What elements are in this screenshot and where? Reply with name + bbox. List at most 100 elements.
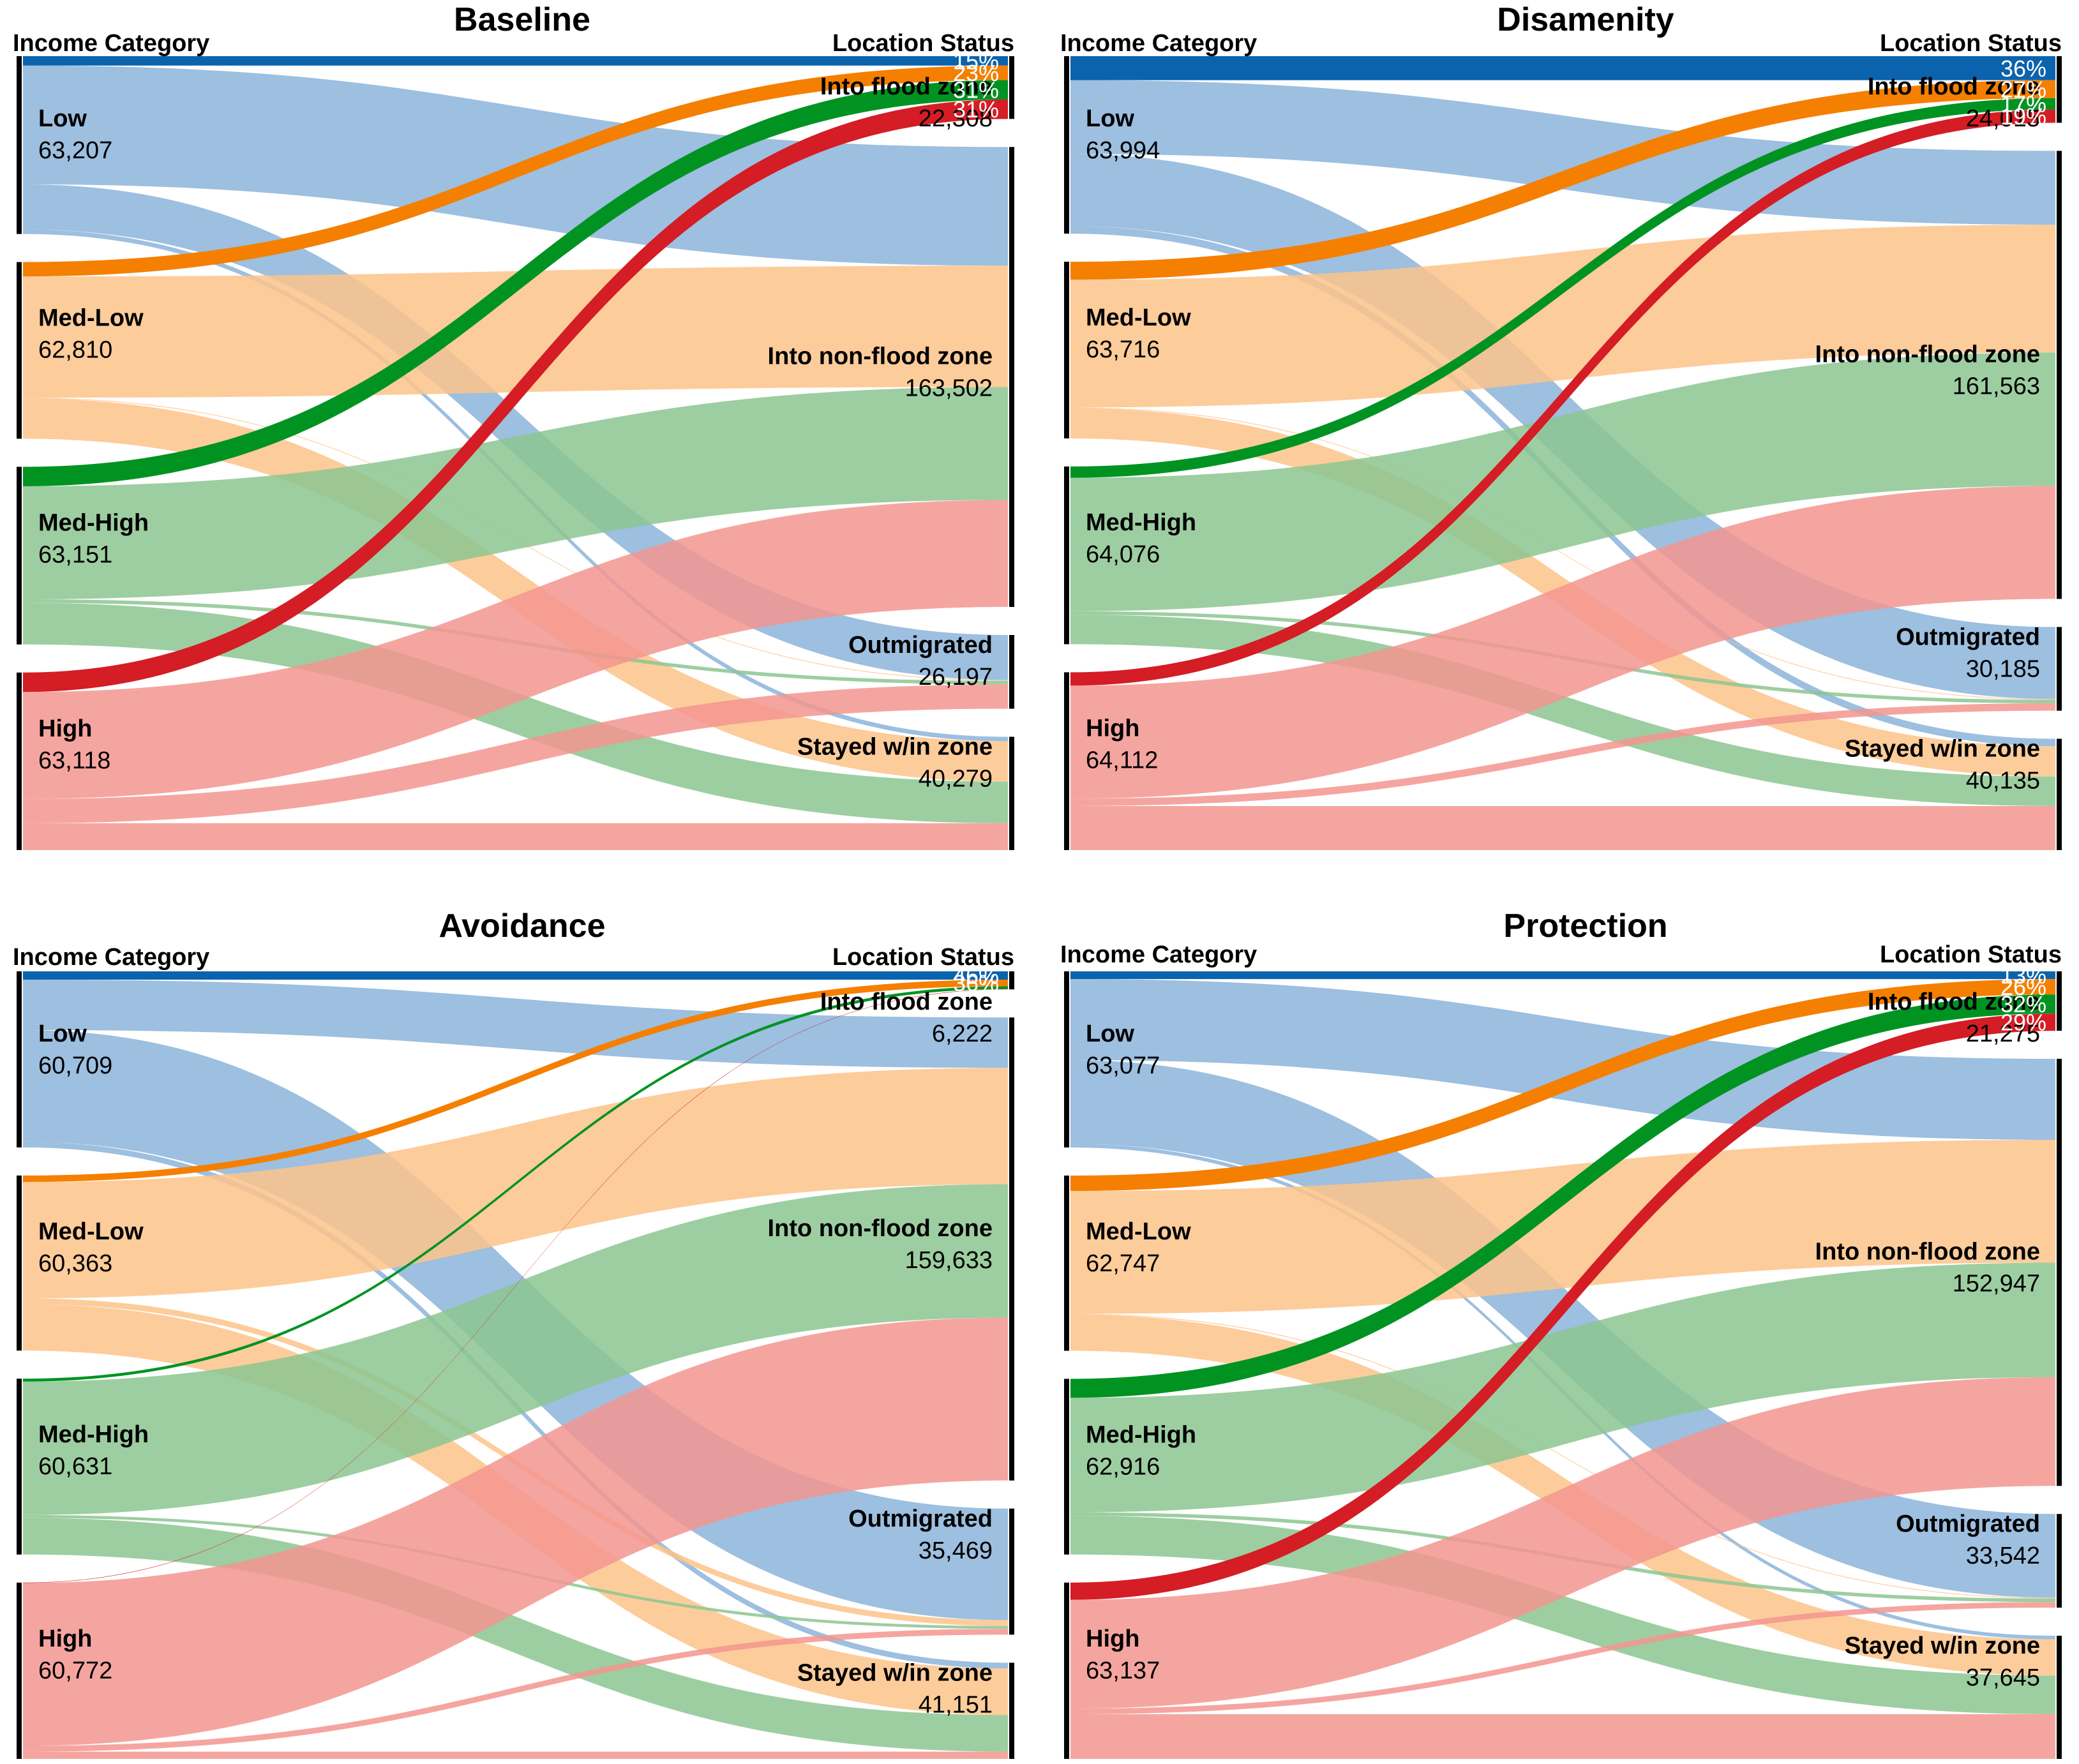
- flow-med-high-to-3: [1070, 1516, 2055, 1714]
- flood-share-pct: 46%: [953, 963, 999, 989]
- left-header: Income Category: [13, 944, 209, 971]
- source-label: Med-Low: [38, 1218, 144, 1245]
- target-node-bar: [2057, 1059, 2062, 1486]
- target-node-bar: [1009, 971, 1014, 990]
- source-value: 62,916: [1086, 1453, 1160, 1480]
- panel-title: Disamenity: [1497, 1, 1674, 38]
- source-value: 63,137: [1086, 1657, 1160, 1684]
- target-value: 6,222: [932, 1020, 993, 1047]
- target-value: 152,947: [1953, 1271, 2040, 1297]
- source-node-bar: [1064, 56, 1069, 234]
- flow-low-to-0: [1070, 971, 2055, 980]
- source-value: 63,994: [1086, 137, 1160, 164]
- flow-med-high-to-1: [23, 387, 1008, 600]
- sankey-panel-disamenity: Disamenity Income Category Location Status…: [1060, 1, 2062, 850]
- target-value: 35,469: [919, 1537, 993, 1564]
- target-value: 40,279: [919, 765, 993, 792]
- flow-low-to-1: [23, 980, 1008, 1068]
- flood-share-pct: 32%: [2000, 991, 2046, 1017]
- flow-high-to-2: [23, 1629, 1008, 1752]
- flow-low-to-2: [1070, 1059, 2055, 1598]
- flow-high-to-3: [1070, 805, 2055, 850]
- flow-med-high-to-0: [23, 80, 1008, 486]
- target-label: Into non-flood zone: [1815, 341, 2040, 368]
- flood-share-pct: 36%: [953, 970, 999, 996]
- source-label: High: [38, 1626, 92, 1652]
- flow-med-low-to-0: [1070, 80, 2055, 280]
- source-label: Med-High: [1086, 1421, 1196, 1448]
- source-value: 64,076: [1086, 541, 1160, 568]
- panel-title: Avoidance: [439, 908, 605, 945]
- source-node-bar: [1064, 1379, 1069, 1555]
- source-label: High: [1086, 1626, 1139, 1652]
- flow-med-low-to-0: [1070, 979, 2055, 1192]
- target-label: Into flood zone: [1868, 73, 2040, 100]
- source-value: 60,772: [38, 1657, 112, 1684]
- source-label: High: [1086, 715, 1139, 742]
- target-node-bar: [1009, 1663, 1014, 1759]
- target-value: 37,645: [1966, 1664, 2040, 1691]
- flow-high-to-0: [23, 989, 1008, 1583]
- sankey-panel-protection: Protection Income Category Location Status…: [1060, 908, 2062, 1759]
- flood-share-pct: 26%: [2000, 974, 2046, 1000]
- left-header: Income Category: [1060, 941, 1257, 968]
- target-node-bar: [2057, 627, 2062, 711]
- source-node-bar: [17, 672, 22, 850]
- target-label: Into non-flood zone: [1815, 1239, 2040, 1266]
- target-value: 30,185: [1966, 655, 2040, 682]
- source-label: Med-Low: [38, 305, 144, 332]
- target-node-bar: [1009, 1017, 1014, 1481]
- left-header: Income Category: [13, 30, 209, 57]
- flow-med-high-to-0: [1070, 98, 2055, 478]
- source-value: 60,631: [38, 1453, 112, 1480]
- flow-med-low-to-0: [23, 65, 1008, 277]
- target-value: 40,135: [1966, 768, 2040, 795]
- source-node-bar: [17, 262, 22, 439]
- target-value: 163,502: [905, 375, 993, 402]
- flow-med-high-to-3: [23, 1518, 1008, 1752]
- target-value: 26,197: [919, 664, 993, 691]
- target-node-bar: [1009, 1508, 1014, 1635]
- target-node-bar: [1009, 634, 1014, 709]
- target-node-bar: [1009, 56, 1014, 119]
- right-header: Location Status: [832, 30, 1014, 57]
- right-header: Location Status: [1880, 30, 2062, 57]
- flow-high-to-1: [23, 1317, 1008, 1746]
- target-value: 33,542: [1966, 1543, 2040, 1569]
- source-value: 64,112: [1086, 747, 1158, 774]
- flow-med-high-to-3: [23, 602, 1008, 823]
- source-node-bar: [1064, 672, 1069, 850]
- sankey-panel-avoidance: Avoidance Income Category Location Status L…: [13, 908, 1014, 1759]
- source-node-bar: [1064, 466, 1069, 645]
- flow-med-low-to-2: [1070, 1313, 2055, 1599]
- target-label: Into flood zone: [820, 989, 993, 1015]
- flood-share-pct: 31%: [953, 77, 999, 103]
- flow-med-high-to-1: [23, 1184, 1008, 1515]
- flow-med-low-to-1: [1070, 1139, 2055, 1314]
- source-node-bar: [17, 1582, 22, 1759]
- flow-med-high-to-3: [1070, 615, 2055, 806]
- target-label: Stayed w/in zone: [1845, 1633, 2040, 1659]
- target-label: Into non-flood zone: [768, 1215, 993, 1242]
- flow-med-low-to-2: [1070, 407, 2055, 700]
- flow-med-low-to-1: [1070, 225, 2055, 408]
- flow-low-to-0: [23, 56, 1008, 66]
- target-value: 22,308: [919, 105, 993, 132]
- target-node-bar: [1009, 147, 1014, 607]
- source-label: Low: [38, 105, 87, 132]
- target-label: Outmigrated: [1896, 624, 2040, 650]
- right-header: Location Status: [1880, 941, 2062, 968]
- flood-share-pct: 36%: [2000, 56, 2046, 82]
- flood-share-pct: 29%: [2000, 1010, 2046, 1036]
- flood-share-pct: 15%: [953, 48, 999, 74]
- target-node-bar: [2057, 56, 2062, 123]
- target-value: 21,275: [1966, 1020, 2040, 1047]
- flow-med-high-to-1: [1070, 352, 2055, 611]
- source-value: 63,716: [1086, 336, 1160, 363]
- flow-med-high-to-1: [1070, 1262, 2055, 1513]
- source-label: Med-High: [1086, 509, 1196, 536]
- source-node-bar: [1064, 971, 1069, 1147]
- flow-high-to-2: [1070, 1602, 2055, 1714]
- target-node-bar: [2057, 151, 2062, 599]
